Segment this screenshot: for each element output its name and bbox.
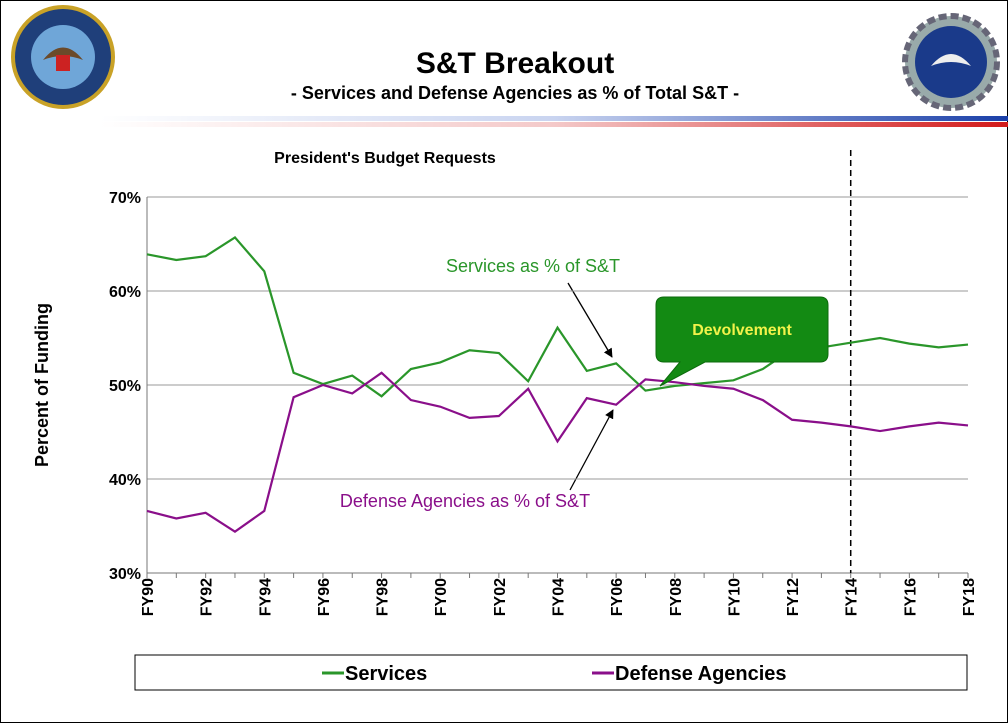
legend-label: Defense Agencies [615, 663, 787, 685]
legend-label: Services [345, 663, 427, 685]
y-tick-label: 50% [109, 378, 141, 395]
x-tick-label: FY90 [140, 578, 157, 616]
annotation-arrow [567, 282, 613, 358]
x-tick-label: FY94 [257, 578, 274, 616]
x-tick-label: FY04 [551, 578, 568, 616]
y-tick-label: 60% [109, 284, 141, 301]
y-axis-label: Percent of Funding [32, 303, 52, 467]
y-tick-label: 70% [109, 190, 141, 207]
x-tick-label: FY92 [199, 578, 216, 616]
series-line [146, 371, 969, 533]
x-tick-label: FY02 [492, 578, 509, 616]
header-rule [100, 116, 1008, 121]
x-tick-label: FY10 [726, 578, 743, 616]
annotation: Defense Agencies as % of S&T [340, 491, 590, 511]
x-tick-label: FY06 [609, 578, 626, 616]
x-tick-label: FY98 [375, 578, 392, 616]
x-tick-label: FY14 [844, 578, 861, 616]
header-rule [100, 122, 1008, 127]
slide-title: S&T Breakout [416, 47, 614, 80]
x-tick-label: FY96 [316, 578, 333, 616]
x-tick-label: FY16 [902, 578, 919, 616]
series-line [146, 235, 969, 398]
y-tick-label: 30% [109, 566, 141, 583]
x-tick-label: FY12 [785, 578, 802, 616]
y-tick-label: 40% [109, 472, 141, 489]
dod-logo [11, 5, 115, 109]
x-tick-label: FY00 [433, 578, 450, 616]
callout [655, 296, 829, 387]
x-tick-label: FY08 [668, 578, 685, 616]
x-tick-label: FY18 [961, 578, 978, 616]
asd-logo [902, 13, 1000, 111]
chart-title: President's Budget Requests [274, 150, 496, 167]
annotation: Services as % of S&T [446, 256, 620, 276]
annotation-arrow [569, 409, 614, 491]
slide-subtitle: - Services and Defense Agencies as % of … [291, 83, 739, 103]
callout-text: Devolvement [692, 322, 792, 339]
legend [134, 654, 968, 691]
